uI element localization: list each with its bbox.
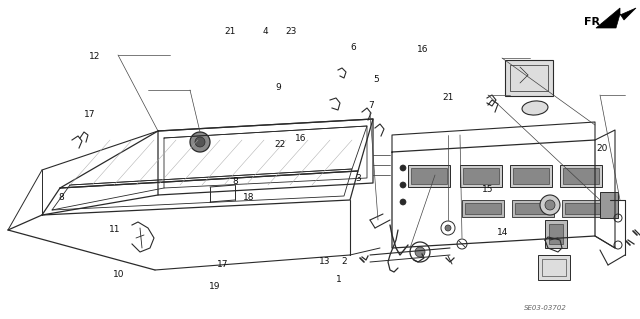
Text: 10: 10 <box>113 270 124 279</box>
Bar <box>505 60 553 96</box>
Text: 16: 16 <box>295 134 307 143</box>
Bar <box>562 200 604 217</box>
Text: FR.: FR. <box>584 17 605 27</box>
Circle shape <box>415 247 425 257</box>
Text: 17: 17 <box>84 110 95 119</box>
Ellipse shape <box>522 101 548 115</box>
Circle shape <box>400 182 406 188</box>
Text: 20: 20 <box>596 144 607 153</box>
Bar <box>510 165 552 187</box>
Bar <box>563 168 599 184</box>
Text: 1: 1 <box>337 275 342 284</box>
Bar <box>465 203 501 214</box>
Text: 14: 14 <box>497 228 508 237</box>
Text: 2: 2 <box>342 257 347 266</box>
Text: SE03-03702: SE03-03702 <box>524 305 566 311</box>
Text: 8: 8 <box>232 177 237 186</box>
Text: 13: 13 <box>319 257 331 266</box>
Text: 9: 9 <box>276 83 281 92</box>
Circle shape <box>545 200 555 210</box>
Circle shape <box>445 225 451 231</box>
Circle shape <box>195 137 205 147</box>
Text: 11: 11 <box>109 225 121 234</box>
Text: 17: 17 <box>217 260 228 269</box>
Text: 3: 3 <box>356 174 361 183</box>
Text: 16: 16 <box>417 45 428 54</box>
Bar <box>565 203 601 214</box>
Circle shape <box>400 165 406 171</box>
Bar <box>408 165 450 187</box>
Bar <box>463 168 499 184</box>
Text: 7: 7 <box>369 101 374 110</box>
Text: 23: 23 <box>285 27 297 36</box>
Text: 12: 12 <box>89 52 100 61</box>
Bar <box>411 168 447 184</box>
Text: 21: 21 <box>442 93 454 102</box>
Text: 4: 4 <box>263 27 268 36</box>
Text: 18: 18 <box>243 193 254 202</box>
Bar <box>462 200 504 217</box>
Text: 6: 6 <box>351 43 356 52</box>
Bar <box>542 259 566 276</box>
Bar <box>513 168 549 184</box>
Text: 19: 19 <box>209 282 220 291</box>
Text: 21: 21 <box>225 27 236 36</box>
Polygon shape <box>596 8 636 28</box>
Bar <box>545 220 567 248</box>
Bar <box>515 203 551 214</box>
Bar <box>560 165 602 187</box>
Text: 15: 15 <box>482 185 493 194</box>
Circle shape <box>400 199 406 205</box>
Bar <box>512 200 554 217</box>
Text: 5: 5 <box>373 75 378 84</box>
Bar <box>549 224 563 244</box>
Text: 22: 22 <box>275 140 286 149</box>
Bar <box>538 255 570 280</box>
Bar <box>510 65 548 91</box>
Bar <box>600 192 618 218</box>
Circle shape <box>540 195 560 215</box>
Bar <box>460 165 502 187</box>
Circle shape <box>190 132 210 152</box>
Text: 8: 8 <box>58 193 63 202</box>
